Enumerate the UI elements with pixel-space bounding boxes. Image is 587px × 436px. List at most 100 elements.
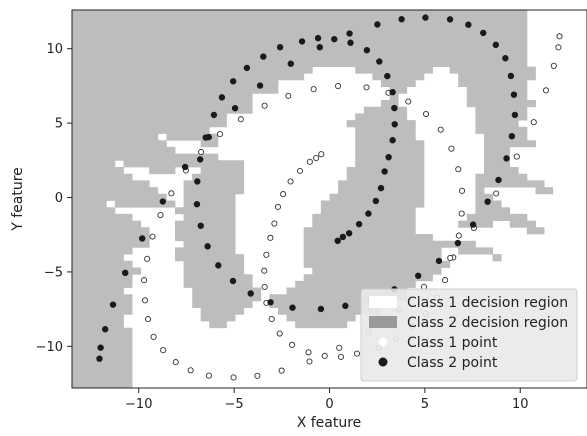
class2-point (260, 53, 267, 60)
class1-point (422, 110, 430, 118)
decision-regions (72, 10, 587, 388)
class2-point (389, 137, 396, 144)
class2-point (193, 201, 201, 208)
class2-point (218, 94, 226, 101)
class2-point (229, 277, 237, 285)
class2-point (159, 198, 166, 205)
legend-label: Class 2 decision region (407, 315, 568, 331)
class2-point (204, 243, 211, 250)
class2-point (384, 72, 391, 80)
class2-point (365, 210, 372, 217)
class1-point (363, 84, 370, 91)
class2-point (469, 221, 477, 228)
x-tick-label: 10 (512, 397, 529, 412)
class2-point (215, 262, 222, 269)
class1-point (542, 87, 550, 94)
class1-point (313, 155, 320, 162)
class1-point (448, 145, 455, 152)
class1-point (149, 233, 156, 240)
class2-point (389, 88, 396, 96)
class1-point (437, 126, 444, 133)
class1-point (276, 330, 283, 337)
x-tick-label: 0 (325, 397, 333, 412)
data-points (96, 14, 563, 381)
x-tick-label: −10 (125, 397, 152, 412)
class2-point (122, 269, 129, 277)
class2-point (508, 132, 516, 140)
class1-point (144, 255, 151, 262)
class1-point (337, 353, 344, 360)
class2-point (484, 198, 491, 205)
class2-point (334, 237, 341, 245)
class2-point (385, 153, 392, 161)
y-tick-label: 10 (46, 42, 63, 57)
class1-point (187, 367, 194, 374)
class2-point (414, 272, 422, 279)
class2-point (181, 163, 189, 171)
class1-point (306, 158, 313, 165)
legend-swatch (369, 296, 397, 308)
class1-point (306, 358, 313, 365)
class2-point (391, 104, 398, 112)
class2-point (229, 78, 237, 85)
class2-point (346, 30, 353, 37)
class1-point (513, 153, 520, 160)
class2-point (97, 344, 104, 351)
class1-point (271, 220, 278, 227)
class2-point (317, 305, 325, 313)
y-axis-ticks: −10 −5 0 5 10 (36, 42, 72, 355)
x-axis-label: X feature (297, 415, 362, 431)
class1-point (267, 234, 274, 241)
class2-point (503, 155, 510, 162)
y-tick-label: −5 (44, 265, 63, 280)
class1-point (442, 277, 449, 284)
y-tick-label: 5 (55, 117, 63, 132)
class1-point (168, 190, 175, 197)
class2-point (446, 16, 454, 23)
class2-point (247, 290, 254, 297)
class2-point (422, 14, 429, 21)
class1-point (263, 251, 270, 258)
class1-point (289, 341, 296, 348)
class2-point (507, 72, 515, 80)
x-tick-label: 5 (421, 397, 429, 412)
legend-label: Class 2 point (407, 355, 498, 371)
class2-point (511, 111, 519, 119)
class2-point (480, 29, 487, 37)
x-tick-label: −5 (225, 397, 244, 412)
class1-point (278, 367, 285, 374)
class1-point (455, 232, 462, 239)
class2-point (205, 133, 212, 141)
class1-point (458, 210, 465, 217)
class2-point (377, 184, 385, 192)
legend-label: Class 1 decision region (407, 295, 568, 311)
class1-point (205, 372, 213, 379)
class1-point (287, 178, 294, 185)
class1-point (353, 350, 361, 357)
class1-point (141, 277, 148, 284)
class1-point (261, 102, 268, 109)
class1-point (280, 191, 287, 198)
class1-point (198, 148, 205, 156)
class2-point (96, 355, 103, 362)
class1-point (268, 315, 275, 322)
class1-point (160, 347, 167, 354)
class2-point (331, 35, 338, 43)
class2-point (347, 39, 354, 46)
class2-point (314, 34, 322, 42)
x-axis-ticks: −10 −5 0 5 10 (125, 388, 529, 412)
class1-point (145, 316, 152, 323)
class2-point (138, 235, 146, 242)
class2-point (287, 60, 294, 67)
class1-point (455, 166, 462, 173)
class2-point (196, 156, 204, 163)
class2-point (510, 91, 518, 98)
class2-point (454, 239, 462, 247)
class1-point (493, 190, 500, 197)
class1-point (254, 372, 261, 379)
y-tick-label: 0 (55, 191, 63, 206)
class2-point (243, 64, 251, 72)
class1-point (459, 187, 466, 194)
legend-marker (378, 357, 388, 367)
class1-point (237, 116, 244, 123)
